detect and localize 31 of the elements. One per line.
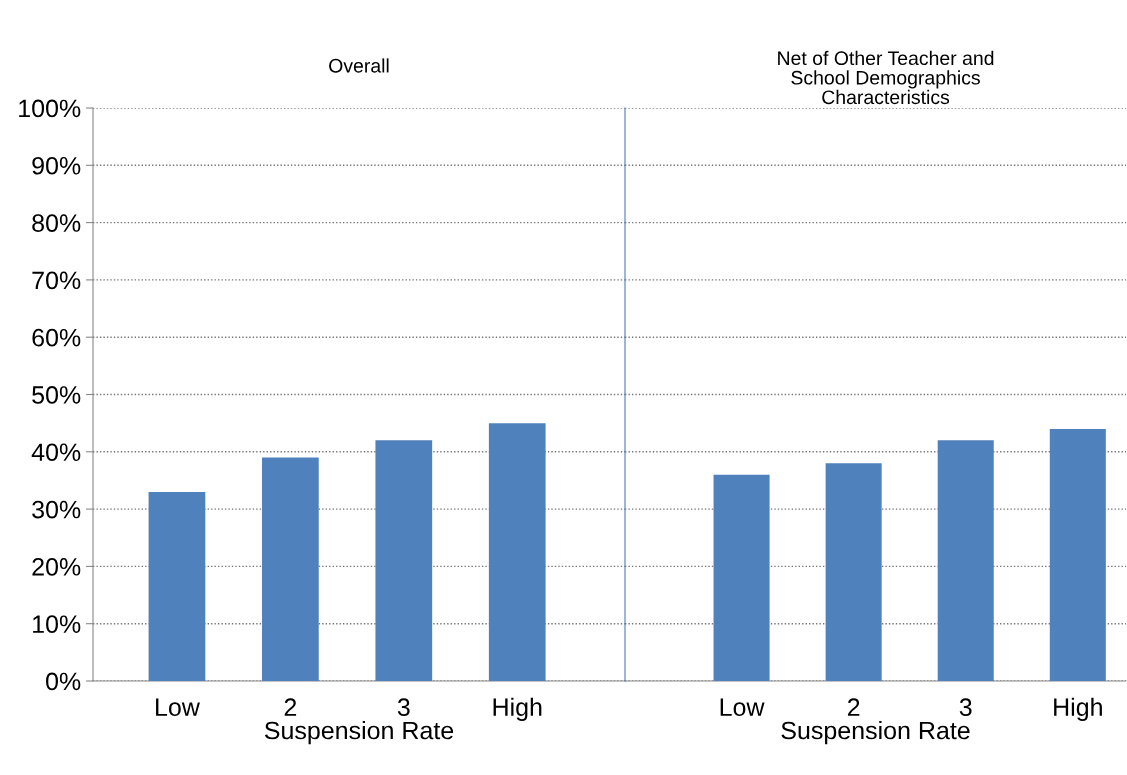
x-tick-label: 2 [284, 698, 297, 716]
x-tick-label: High [493, 697, 542, 721]
x-axis-title: Suspension Rate [781, 720, 970, 745]
y-tick-label: 60% [32, 328, 81, 347]
y-tick-label: 50% [32, 386, 81, 404]
x-tick-label: Low [156, 698, 200, 717]
y-tick-label: 20% [32, 558, 81, 576]
x-tick-label: Low [720, 698, 765, 717]
x-tick-label: 3 [959, 698, 972, 717]
y-tick-label: 30% [32, 500, 81, 519]
y-tick-label: 100% [19, 99, 81, 118]
chart-title: Overall [329, 58, 389, 73]
y-tick-label: 0% [46, 672, 81, 691]
bar [1049, 428, 1106, 681]
y-tick-label: 10% [33, 615, 81, 633]
bar [375, 440, 433, 681]
y-tick-label: 40% [31, 443, 81, 462]
y-tick-label: 90% [32, 156, 81, 175]
x-tick-label: 3 [397, 698, 410, 717]
bar [937, 440, 994, 681]
y-tick-label: 80% [32, 214, 81, 232]
x-axis-title: Suspension Rate [264, 720, 454, 745]
chart-title: Net of Other Teacher and School Demographics Characteristics [778, 50, 994, 105]
y-tick-label: 70% [32, 271, 81, 290]
bar [825, 463, 882, 681]
x-tick-label: High [1054, 697, 1102, 721]
bar [262, 457, 319, 681]
bar [148, 491, 206, 681]
bar [713, 474, 770, 681]
x-tick-label: 2 [847, 698, 860, 716]
bar [488, 423, 546, 681]
